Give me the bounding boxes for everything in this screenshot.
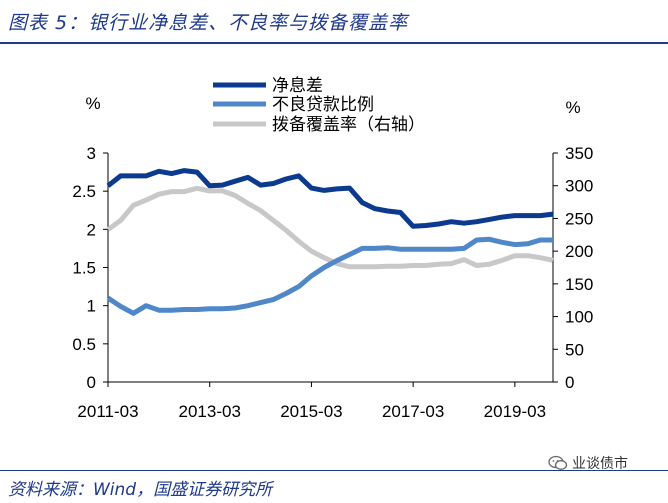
watermark-text: 业谈债市 (572, 456, 628, 472)
footer-divider (0, 470, 668, 471)
figure-header: 图表 5：银行业净息差、不良率与拨备覆盖率 (0, 0, 668, 44)
wechat-icon (548, 455, 568, 470)
left-tick-label: 0 (87, 373, 96, 392)
left-tick-label: 3 (87, 144, 96, 163)
legend-label: 不良贷款比例 (272, 95, 374, 115)
x-tick-label: 2019-03 (484, 402, 546, 421)
right-tick-label: 150 (565, 275, 593, 294)
series-line (106, 168, 554, 229)
left-tick-label: 1.5 (72, 259, 96, 278)
header-divider (0, 42, 668, 44)
right-tick-label: 250 (565, 209, 593, 228)
legend-label: 拨备覆盖率（右轴） (272, 115, 425, 135)
right-tick-label: 300 (565, 177, 593, 196)
legend-label: 净息差 (272, 76, 323, 96)
right-tick-label: 0 (565, 373, 574, 392)
series-line (106, 185, 554, 270)
watermark: 业谈债市 (548, 452, 628, 474)
left-axis-unit: % (85, 94, 100, 113)
x-tick-label: 2011-03 (77, 402, 138, 421)
source-note: 资料来源：Wind，国盛证券研究所 (8, 480, 273, 500)
right-tick-label: 200 (565, 242, 593, 261)
figure-title: 图表 5：银行业净息差、不良率与拨备覆盖率 (8, 12, 409, 34)
left-tick-label: 2 (87, 220, 96, 239)
line-chart: 0 0.5 1 1.5 2 2.5 3 0 50 100 150 200 250 300 350% % 2011… (72, 76, 593, 421)
left-tick-label: 0.5 (72, 335, 96, 354)
right-tick-label: 350 (565, 144, 593, 163)
left-tick-label: 1 (87, 297, 96, 316)
right-axis-unit: % (565, 98, 580, 117)
x-tick-label: 2015-03 (280, 402, 342, 421)
series-line (106, 236, 553, 316)
x-tick-label: 2013-03 (179, 402, 241, 421)
x-tick-label: 2017-03 (382, 402, 444, 421)
left-tick-label: 2.5 (72, 182, 96, 201)
right-tick-label: 100 (565, 308, 593, 327)
right-tick-label: 50 (565, 340, 584, 359)
